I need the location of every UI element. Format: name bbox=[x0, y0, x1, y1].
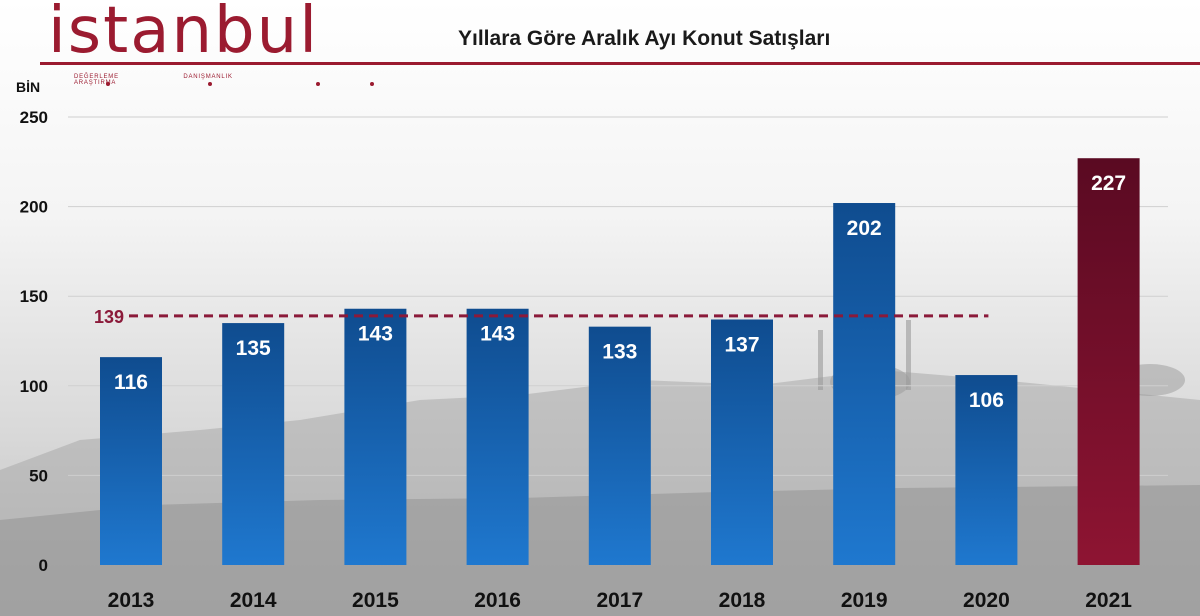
data-label-2019: 202 bbox=[847, 217, 882, 240]
data-label-2013: 116 bbox=[114, 371, 148, 394]
x-tick-label-2017: 2017 bbox=[596, 589, 643, 612]
x-tick-label-2018: 2018 bbox=[719, 589, 766, 612]
bar-2021 bbox=[1077, 158, 1140, 565]
y-tick-label: 50 bbox=[29, 466, 48, 485]
average-line-label: 139 bbox=[94, 307, 124, 327]
x-tick-label-2015: 2015 bbox=[352, 589, 399, 612]
x-tick-label-2014: 2014 bbox=[230, 589, 277, 612]
logo-wordmark: istanbul bbox=[48, 0, 319, 68]
bar-2019 bbox=[833, 203, 896, 566]
logo-dot bbox=[208, 82, 212, 86]
data-label-2017: 133 bbox=[602, 341, 637, 364]
bar-2020 bbox=[955, 375, 1018, 565]
header-rule bbox=[40, 62, 1200, 65]
x-tick-label-2021: 2021 bbox=[1085, 589, 1132, 612]
y-axis-label: BİN bbox=[16, 79, 40, 95]
y-tick-label: 150 bbox=[20, 287, 48, 306]
data-label-2014: 135 bbox=[236, 337, 271, 360]
y-tick-label: 200 bbox=[20, 198, 48, 217]
bar-2016 bbox=[466, 308, 529, 565]
y-tick-label: 100 bbox=[20, 377, 48, 396]
x-tick-label-2016: 2016 bbox=[474, 589, 521, 612]
logo-tagline: DEĞERLEME DANIŞMANLIK ARAŞTIRMA bbox=[74, 74, 388, 86]
chart-title: Yıllara Göre Aralık Ayı Konut Satışları bbox=[458, 27, 831, 50]
logo-dot bbox=[106, 82, 110, 86]
logo-tagline-consulting: DANIŞMANLIK bbox=[183, 74, 233, 80]
x-tick-label-2020: 2020 bbox=[963, 589, 1010, 612]
logo-tagline-valuation: DEĞERLEME bbox=[74, 74, 119, 80]
data-label-2015: 143 bbox=[358, 323, 393, 346]
bar-2015 bbox=[344, 308, 407, 565]
data-label-2021: 227 bbox=[1091, 172, 1126, 195]
y-tick-label: 250 bbox=[20, 108, 48, 127]
logo-dot bbox=[370, 82, 374, 86]
data-label-2020: 106 bbox=[969, 389, 1004, 412]
istanbul-logo: istanbul DEĞERLEME DANIŞMANLIK ARAŞTIRMA bbox=[48, 0, 388, 88]
logo-dot bbox=[316, 82, 320, 86]
x-tick-label-2013: 2013 bbox=[108, 589, 155, 612]
bar-2013 bbox=[100, 357, 162, 565]
data-label-2016: 143 bbox=[480, 323, 515, 346]
y-tick-label: 0 bbox=[39, 556, 48, 575]
bar-2017 bbox=[588, 326, 651, 565]
data-label-2018: 137 bbox=[724, 333, 759, 356]
logo-tagline-research: ARAŞTIRMA bbox=[74, 80, 117, 86]
x-tick-label-2019: 2019 bbox=[841, 589, 888, 612]
bar-2018 bbox=[711, 319, 773, 565]
bar-2014 bbox=[222, 323, 285, 565]
